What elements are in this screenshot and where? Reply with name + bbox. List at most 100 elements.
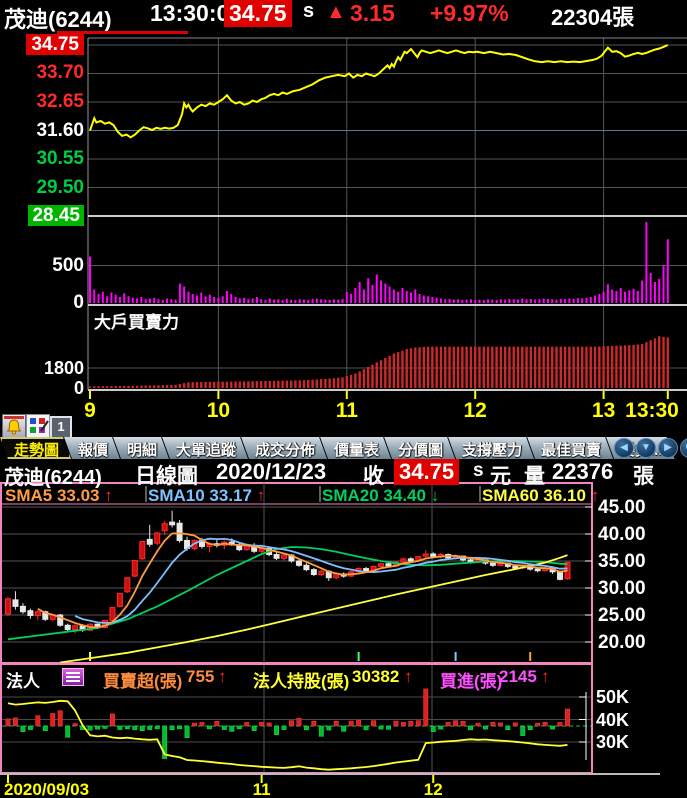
view-tabbar: 走勢圖報價明細大單追蹤成交分佈價量表分價圖支撐壓力最佳買賣委買... (0, 437, 616, 459)
time-underline (57, 31, 188, 34)
holdings-arrow-icon: ↑ (404, 667, 413, 686)
tab-最佳買賣[interactable]: 最佳買賣 (527, 437, 613, 459)
intraday-separators (88, 215, 687, 399)
price-level-value: 33.70 (36, 62, 84, 84)
big-player-axis-label: 0 (73, 378, 84, 398)
scroll-down-button[interactable]: ▼ (636, 438, 656, 458)
change-arrow-icon: ▲ (326, 1, 346, 23)
time-axis-label: 13 (591, 399, 616, 422)
sma-value: 33.03 (56, 486, 100, 505)
refresh-button[interactable]: ⟳ (680, 438, 687, 458)
daily-price-axis-label: 35.00 (598, 551, 646, 572)
sma-value: 36.10 (543, 486, 586, 505)
sma5-line (37, 532, 568, 629)
tab-走勢圖[interactable]: 走勢圖 (0, 437, 71, 459)
sma-label: SMA10 (148, 486, 205, 505)
price-level-value: 30.55 (36, 148, 84, 169)
scroll-left-button[interactable]: ◀ (614, 438, 634, 458)
price-level-value: 31.60 (36, 119, 84, 141)
sma10-line (74, 537, 568, 624)
price-level-label: 31.60 (0, 120, 84, 142)
sma-legend-item: SMA5 33.03 ↑ (5, 486, 113, 506)
daily-grid (0, 482, 593, 773)
intraday-price-line (89, 44, 669, 139)
time-axis-label: 11 (335, 399, 358, 422)
sma-label: SMA20 (322, 486, 379, 505)
price-level-label: 28.45 (0, 205, 84, 227)
net-buy-label: 買賣超(張) (103, 672, 183, 691)
price-level-value: 34.75 (26, 33, 84, 55)
tab-成交分佈[interactable]: 成交分佈 (241, 437, 327, 459)
volume-axis-label: 500 (52, 254, 84, 276)
daily-header: 茂迪(6244) 日線圖 2020/12/23 收 34.75 s 元 量 22… (0, 458, 687, 489)
price-level-value: 29.50 (36, 176, 84, 198)
price-level-label: 34.75 (0, 33, 84, 56)
daily-volume: 22376 (552, 459, 614, 484)
holdings-label: 法人持股(張) (253, 672, 350, 691)
daily-stock-symbol: 茂迪(6244) (4, 467, 102, 489)
tab-大單追蹤[interactable]: 大單追蹤 (162, 437, 248, 459)
time-axis-label: 12 (463, 399, 487, 422)
total-volume: 22304張 (551, 5, 635, 30)
daily-suffix: s (473, 460, 484, 481)
stock-symbol: 茂迪(6244) (4, 7, 112, 32)
time-axis-label: 10 (206, 399, 231, 422)
big-player-bars (88, 336, 669, 388)
scroll-right-button[interactable]: ▶ (658, 438, 678, 458)
daily-price-axis-label: 20.00 (598, 632, 646, 653)
volume-axis-label: 0 (73, 292, 84, 313)
sma-arrow-icon: ↑ (256, 486, 266, 505)
daily-date: 2020/12/23 (216, 459, 327, 484)
price-level-label: 32.65 (0, 91, 84, 113)
sma-arrow-icon: ↑ (590, 486, 600, 505)
daily-event-markers (89, 652, 532, 661)
tab-scroll-buttons: ◀▼▶⟳ (612, 438, 687, 458)
inst-title: 法人 (6, 672, 40, 691)
date-axis-label: 2020/09/03 (4, 780, 90, 798)
daily-price-axis-label: 30.00 (598, 578, 646, 599)
buy-in-arrow-icon: ↑ (541, 667, 550, 686)
buy-in-value: 2145 (499, 667, 537, 686)
volume-unit: 張 (633, 465, 654, 488)
inst-list-icon[interactable] (62, 668, 84, 686)
price-level-label: 30.55 (0, 148, 84, 170)
big-player-label: 大戶買賣力 (94, 313, 179, 332)
price-suffix: s (303, 0, 315, 22)
tab-分價圖[interactable]: 分價圖 (384, 437, 455, 459)
institutional-legend: 法人 買賣超(張) 755 ↑ 法人持股(張) 30382 ↑ 買進(張) 21… (0, 667, 592, 691)
holdings-value: 30382 (352, 667, 400, 686)
sma-legend-item: SMA20 34.40 ↓ (322, 486, 439, 506)
chart-type-label[interactable]: 日線圖 (135, 465, 198, 488)
daily-price-axis-label: 45.00 (598, 497, 646, 518)
sma-label: SMA5 (5, 486, 53, 505)
close-label: 收 (363, 465, 384, 488)
tab-價量表[interactable]: 價量表 (320, 437, 391, 459)
sma-legend: SMA5 33.03 ↑ SMA10 33.17 ↑ SMA20 34.40 ↓ SM… (0, 486, 599, 506)
tab-報價[interactable]: 報價 (64, 437, 120, 459)
daily-price-axis-label: 25.00 (598, 605, 646, 626)
price-level-label: 33.70 (0, 62, 84, 84)
institutional-axis-label: 30K (596, 732, 630, 752)
color-squares-icon[interactable] (26, 414, 50, 438)
price-level-label: 29.50 (0, 177, 84, 199)
tab-明細[interactable]: 明細 (113, 437, 169, 459)
date-axis-label: 11 (252, 780, 271, 798)
bottom-axis (0, 773, 660, 783)
price-level-value: 28.45 (28, 205, 84, 226)
time-axis-label: 9 (84, 399, 96, 422)
buy-in-label: 買進(張) (440, 672, 503, 691)
tab-支撐壓力[interactable]: 支撐壓力 (448, 437, 534, 459)
net-buy-value: 755 (186, 667, 215, 686)
institutional-bars (5, 688, 570, 759)
institutional-axis-label: 50K (596, 687, 630, 707)
alert-bell-icon[interactable] (2, 414, 26, 438)
sma-arrow-icon: ↓ (430, 486, 440, 505)
sma20-line (7, 546, 568, 641)
daily-close: 34.75 (394, 459, 460, 485)
intraday-volume-bars (89, 222, 669, 303)
institutional-axis-label: 40K (596, 709, 630, 730)
net-buy-arrow-icon: ↑ (218, 667, 227, 686)
intraday-grid (87, 37, 687, 390)
sma-label: SMA60 (482, 486, 539, 505)
